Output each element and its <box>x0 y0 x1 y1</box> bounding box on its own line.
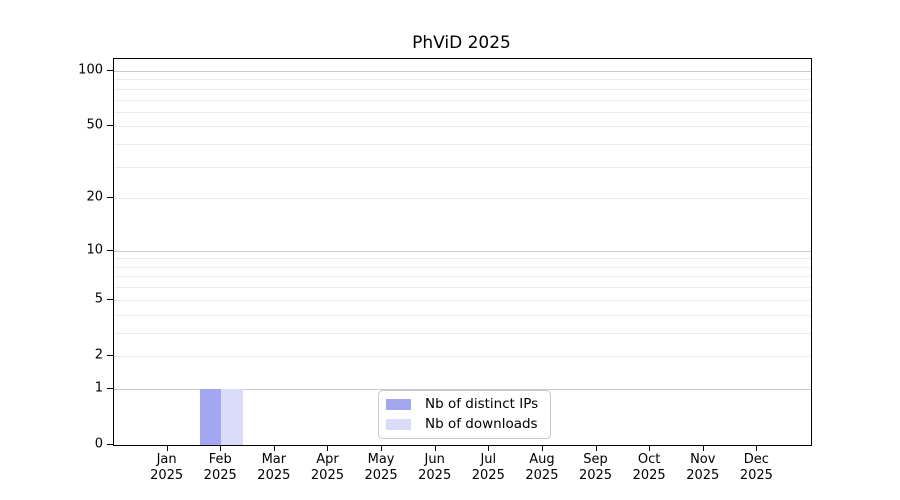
minor-gridline-y30 <box>114 166 811 168</box>
major-gridline-y1 <box>114 388 811 390</box>
y-tick-1 <box>107 387 113 389</box>
minor-gridline-y60 <box>114 111 811 113</box>
x-tick-6 <box>434 445 436 451</box>
y-tick-10 <box>107 249 113 251</box>
minor-gridline-y3 <box>114 332 811 334</box>
bar-nb-of-downloads-feb-2025 <box>221 388 243 445</box>
y-tick-50 <box>107 125 113 127</box>
legend-swatch-1 <box>386 419 411 430</box>
y-tick-label-10: 10 <box>86 242 103 258</box>
x-tick-label-apr-2025: Apr 2025 <box>310 452 344 483</box>
minor-gridline-y70 <box>114 99 811 101</box>
x-tick-label-dec-2025: Dec 2025 <box>739 452 773 483</box>
y-tick-5 <box>107 298 113 300</box>
y-tick-label-50: 50 <box>86 117 103 133</box>
minor-gridline-y9 <box>114 258 811 260</box>
minor-gridline-y20 <box>114 198 811 200</box>
y-tick-label-1: 1 <box>94 380 103 396</box>
legend: Nb of distinct IPs Nb of downloads <box>378 390 552 439</box>
minor-gridline-y4 <box>114 314 811 316</box>
major-gridline-y100 <box>114 71 811 72</box>
x-tick-label-sep-2025: Sep 2025 <box>578 452 613 483</box>
x-tick-label-aug-2025: Aug 2025 <box>525 452 559 483</box>
minor-gridline-y40 <box>114 144 811 146</box>
bar-nb-of-distinct-ips-feb-2025 <box>199 388 222 445</box>
x-tick-label-feb-2025: Feb 2025 <box>203 452 237 483</box>
legend-item-0: Nb of distinct IPs <box>386 397 538 412</box>
minor-gridline-y5 <box>114 299 811 301</box>
x-tick-3 <box>273 445 275 451</box>
x-tick-10 <box>649 445 651 451</box>
x-tick-label-jul-2025: Jul 2025 <box>471 452 505 483</box>
y-tick-label-100: 100 <box>78 62 103 78</box>
x-tick-label-may-2025: May 2025 <box>364 452 398 483</box>
y-tick-20 <box>107 197 113 199</box>
y-tick-label-5: 5 <box>94 291 103 307</box>
x-tick-4 <box>327 445 329 451</box>
legend-label-1: Nb of downloads <box>425 416 538 432</box>
minor-gridline-y6 <box>114 287 811 289</box>
x-tick-label-jan-2025: Jan 2025 <box>150 452 184 483</box>
legend-label-0: Nb of distinct IPs <box>425 396 539 412</box>
y-tick-label-2: 2 <box>94 347 103 363</box>
minor-gridline-y90 <box>114 79 811 81</box>
y-tick-label-0: 0 <box>94 436 103 452</box>
x-tick-9 <box>595 445 597 451</box>
minor-gridline-y2 <box>114 355 811 357</box>
x-tick-8 <box>541 445 543 451</box>
x-tick-label-oct-2025: Oct 2025 <box>632 452 666 483</box>
minor-gridline-y8 <box>114 266 811 268</box>
legend-item-1: Nb of downloads <box>386 417 538 432</box>
y-tick-0 <box>107 444 113 445</box>
x-tick-5 <box>381 445 383 451</box>
x-tick-1 <box>166 445 168 451</box>
x-tick-label-mar-2025: Mar 2025 <box>257 452 291 483</box>
y-tick-100 <box>107 70 113 71</box>
chart-title: PhViD 2025 <box>412 33 511 53</box>
x-tick-7 <box>488 445 490 451</box>
minor-gridline-y50 <box>114 126 811 128</box>
minor-gridline-y80 <box>114 88 811 90</box>
y-tick-2 <box>107 354 113 356</box>
x-tick-label-nov-2025: Nov 2025 <box>686 452 720 483</box>
plot-area <box>113 58 812 446</box>
x-tick-11 <box>702 445 704 451</box>
x-tick-12 <box>756 445 758 451</box>
x-tick-label-jun-2025: Jun 2025 <box>418 452 452 483</box>
y-tick-label-20: 20 <box>86 189 103 205</box>
major-gridline-y10 <box>114 250 811 252</box>
x-tick-2 <box>220 445 222 451</box>
legend-swatch-0 <box>386 399 411 410</box>
minor-gridline-y7 <box>114 276 811 278</box>
